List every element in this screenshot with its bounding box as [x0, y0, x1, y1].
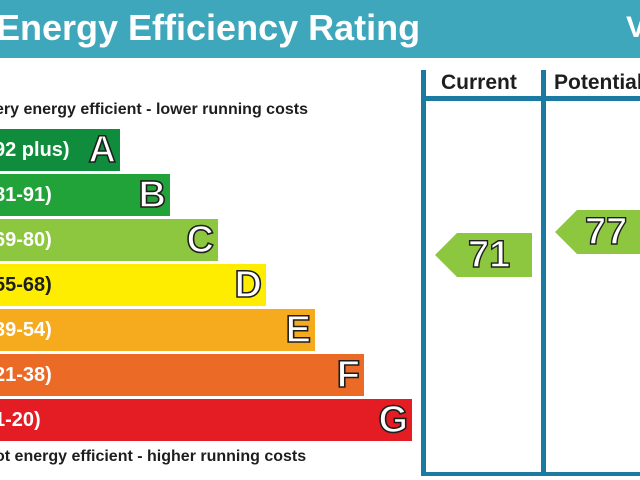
potential-arrow-shape — [555, 210, 640, 254]
page-title: Energy Efficiency Rating — [0, 7, 421, 48]
header-divider — [421, 96, 640, 101]
caption-bottom: ot energy efficient - higher running cos… — [0, 448, 307, 465]
header-bar: Energy Efficiency Rating V — [0, 0, 640, 58]
band-b: 81-91) B — [0, 174, 170, 216]
band-f-letter: F — [336, 354, 361, 396]
potential-rating-value: 77 — [584, 210, 628, 253]
band-c-letter: C — [186, 219, 215, 261]
band-g-range: 1-20) — [0, 409, 41, 431]
band-d: 55-68) D — [0, 264, 266, 306]
band-c-range: 69-80) — [0, 229, 52, 251]
band-d-letter: D — [234, 264, 263, 306]
band-a: 92 plus) A — [0, 129, 120, 171]
band-f-range: 21-38) — [0, 364, 52, 386]
potential-rating-arrow: 77 — [555, 210, 640, 254]
current-rating-value: 71 — [467, 233, 511, 276]
band-e-range: 39-54) — [0, 319, 52, 341]
potential-column-label: Potential — [554, 71, 640, 94]
band-a-range: 92 plus) — [0, 139, 70, 161]
current-right-border — [541, 70, 546, 476]
band-e: 39-54) E — [0, 309, 315, 351]
band-e-letter: E — [285, 309, 312, 351]
band-c: 69-80) C — [0, 219, 218, 261]
caption-top: ery energy efficient - lower running cos… — [0, 101, 308, 118]
current-arrow-shape — [435, 233, 532, 277]
band-d-range: 55-68) — [0, 274, 52, 296]
band-b-range: 81-91) — [0, 184, 52, 206]
band-a-letter: A — [88, 129, 117, 171]
band-g-letter: G — [378, 399, 409, 441]
current-column-label: Current — [441, 71, 517, 94]
band-g: 1-20) G — [0, 399, 412, 441]
band-b-letter: B — [138, 174, 167, 216]
bottom-border — [421, 472, 640, 476]
current-left-border — [421, 70, 426, 476]
current-rating-arrow: 71 — [435, 233, 532, 277]
header-extra-text: V — [626, 11, 640, 44]
band-f: 21-38) F — [0, 354, 364, 396]
